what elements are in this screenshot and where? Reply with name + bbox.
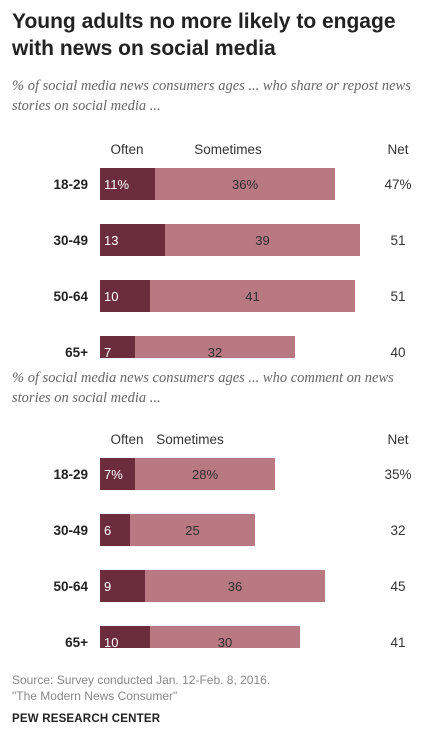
- chart2-sometimes-value-label: 25: [185, 523, 199, 538]
- chart1-sometimes-value-label: 36%: [232, 177, 258, 192]
- source-line-2: "The Modern News Consumer": [12, 689, 178, 703]
- chart1-bar-sometimes: [165, 224, 360, 256]
- chart2-net-value: 35%: [384, 467, 411, 482]
- chart1-often-value-label: 13: [104, 233, 118, 248]
- source-line-1: Source: Survey conducted Jan. 12-Feb. 8,…: [12, 673, 271, 687]
- chart1-category-label: 18-29: [53, 177, 88, 192]
- chart1-net-value: 51: [390, 289, 405, 304]
- chart2-net-value: 32: [390, 523, 405, 538]
- chart1-sometimes-value-label: 41: [245, 289, 259, 304]
- chart2-bar-often: [100, 458, 135, 490]
- chart1-often-value-label: 11%: [104, 177, 129, 192]
- chart2-bar-often: [100, 570, 145, 602]
- chart-2-subtitle: % of social media news consumers ages ..…: [12, 370, 394, 406]
- chart2-category-label: 18-29: [53, 467, 88, 482]
- chart1-header-sometimes: Sometimes: [194, 142, 262, 157]
- chart1-header-often: Often: [110, 142, 143, 157]
- chart2-often-value-label: 6: [104, 523, 111, 538]
- chart1-bar-sometimes: [135, 336, 295, 358]
- chart2-bar-sometimes: [130, 514, 255, 546]
- chart2-bar-sometimes: [150, 626, 300, 648]
- chart1-bar-often: [100, 336, 135, 358]
- chart1-bar-often: [100, 168, 155, 200]
- chart1-bar-often: [100, 224, 165, 256]
- chart1-often-value-label: 10: [104, 289, 118, 304]
- chart1-net-value: 40: [390, 345, 405, 358]
- chart2-header-net: Net: [387, 432, 408, 447]
- share-repost-chart: Often Sometimes Net 18-29 11% 36% 47% 30-49 13 39…: [53, 142, 412, 358]
- pew-research-center-logo: PEW RESEARCH CENTER: [12, 713, 161, 725]
- chart2-header-often: Often: [110, 432, 143, 447]
- chart2-category-label: 30-49: [53, 523, 88, 538]
- chart2-often-value-label: 7%: [104, 467, 123, 482]
- chart2-sometimes-value-label: 36: [228, 579, 242, 594]
- chart2-often-value-label: 10: [104, 635, 118, 648]
- chart1-often-value-label: 7: [104, 345, 111, 358]
- chart2-category-label: 50-64: [53, 579, 88, 594]
- chart2-bar-sometimes: [145, 570, 325, 602]
- comment-chart: Often Sometimes Net 18-29 7% 28% 35% 30-49 6 25 32…: [53, 432, 412, 648]
- chart1-category-label: 65+: [65, 345, 88, 358]
- chart1-header-net: Net: [387, 142, 408, 157]
- chart2-sometimes-value-label: 30: [218, 635, 232, 648]
- chart1-category-label: 50-64: [53, 289, 88, 304]
- chart1-bar-sometimes: [155, 168, 335, 200]
- chart1-sometimes-value-label: 32: [208, 345, 222, 358]
- chart2-bar-often: [100, 514, 130, 546]
- chart1-net-value: 47%: [384, 177, 411, 192]
- chart2-header-sometimes: Sometimes: [156, 432, 224, 447]
- chart2-category-label: 65+: [65, 635, 88, 648]
- chart-title: Young adults no more likely to engage wi…: [12, 10, 396, 60]
- chart1-sometimes-value-label: 39: [255, 233, 269, 248]
- source-note: Source: Survey conducted Jan. 12-Feb. 8,…: [12, 672, 422, 704]
- chart2-sometimes-value-label: 28%: [192, 467, 218, 482]
- chart-1-subtitle: % of social media news consumers ages ..…: [12, 78, 411, 114]
- chart1-net-value: 51: [390, 233, 405, 248]
- chart2-net-value: 45: [390, 579, 405, 594]
- chart1-bar-often: [100, 280, 150, 312]
- chart1-category-label: 30-49: [53, 233, 88, 248]
- chart2-bar-sometimes: [135, 458, 275, 490]
- chart2-often-value-label: 9: [104, 579, 111, 594]
- chart1-bar-sometimes: [150, 280, 355, 312]
- chart2-bar-often: [100, 626, 150, 648]
- chart2-net-value: 41: [390, 635, 405, 648]
